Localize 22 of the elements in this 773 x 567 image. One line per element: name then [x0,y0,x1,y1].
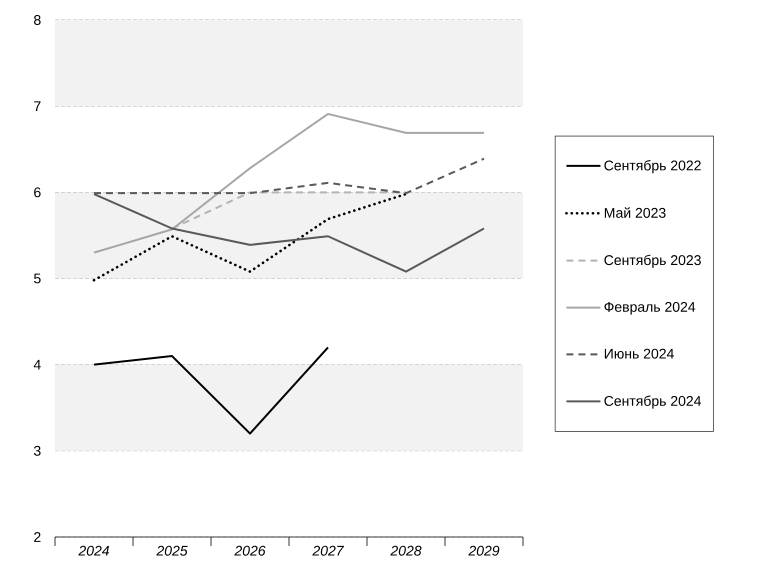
x-tick-label: 2024 [78,546,110,556]
x-tick-label: 2027 [312,546,344,556]
y-tick-label: 3 [34,446,41,456]
x-tick-label: 2025 [156,546,188,556]
line-series [93,346,330,435]
x-tick-label: 2026 [234,546,266,556]
legend-label: Сентябрь 2024 [604,396,702,409]
line-series [93,112,485,254]
x-tick-label: 2029 [468,546,500,556]
y-tick-label: 2 [34,532,41,542]
y-tick-label: 6 [34,187,41,198]
y-tick-label: 7 [34,101,41,111]
x-tick-label: 2028 [390,546,422,556]
legend-label: Сентябрь 2022 [604,160,701,174]
line-series [92,192,408,282]
y-tick-label: 5 [34,274,41,284]
legend-label: Май 2023 [604,207,666,218]
legend-label: Сентябрь 2023 [604,254,701,268]
y-tick-label: 8 [34,15,41,25]
y-tick-label: 4 [34,360,41,370]
legend-label: Февраль 2024 [604,302,696,315]
legend-label: Июнь 2024 [604,348,674,359]
